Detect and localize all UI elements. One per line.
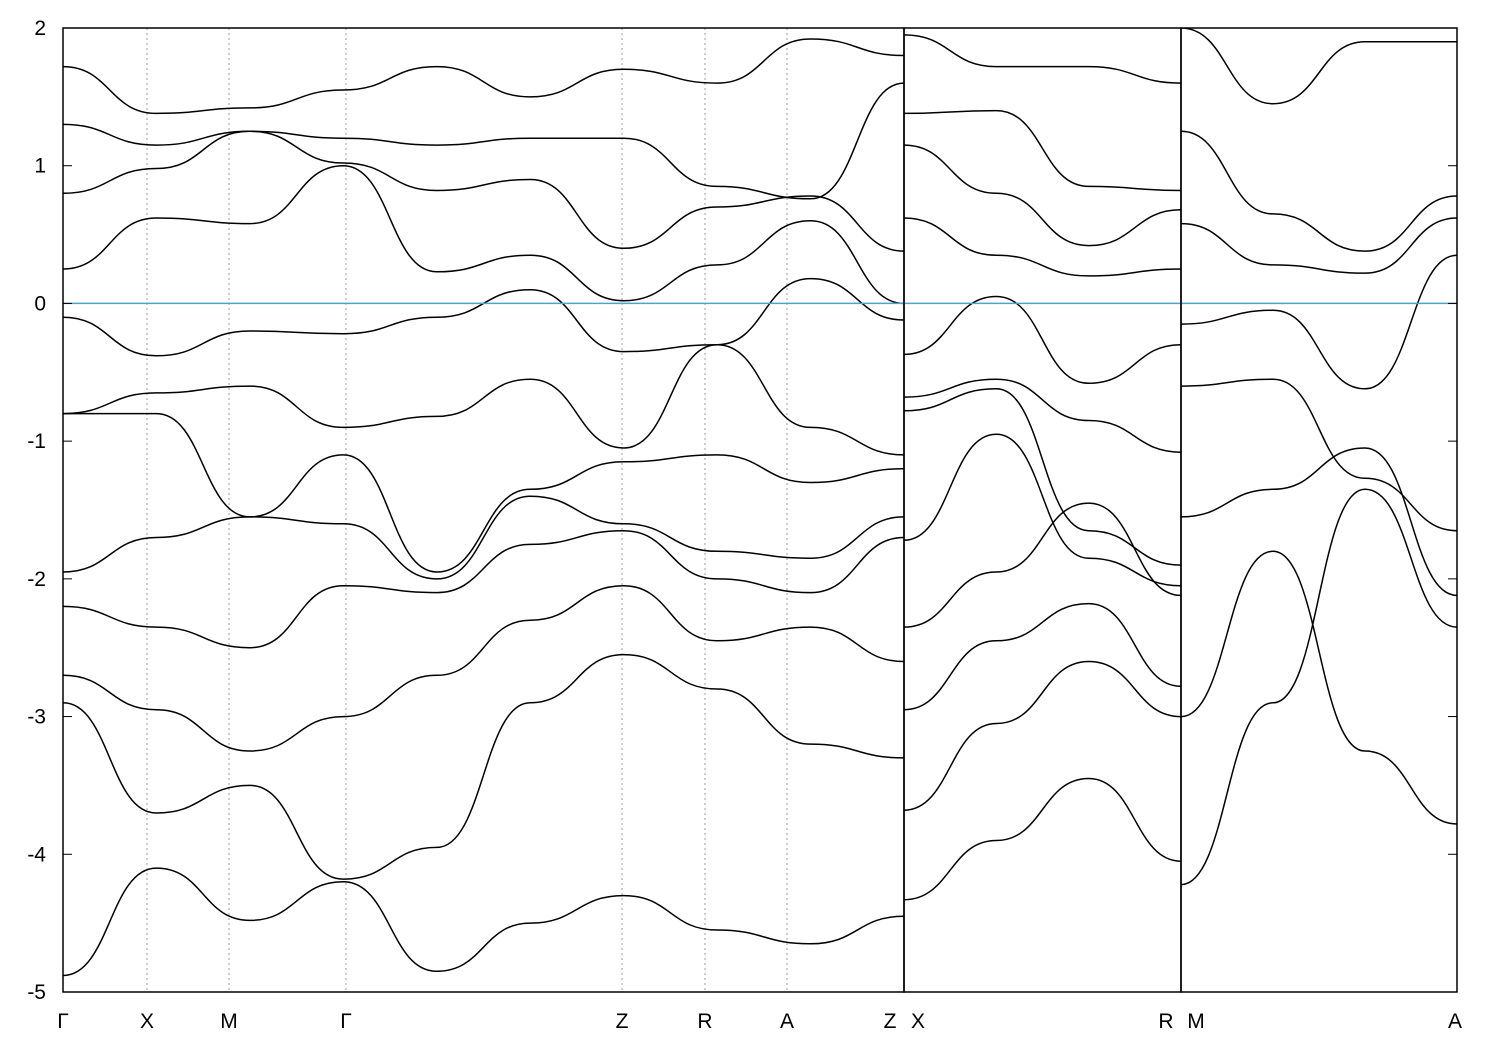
x-tick-label: M	[220, 1010, 238, 1033]
band-line	[1181, 217, 1457, 274]
band-line	[63, 412, 904, 573]
x-tick-label: R	[697, 1010, 712, 1033]
band-line	[904, 660, 1181, 811]
x-tick-label: Γ	[340, 1010, 352, 1033]
band-line	[1181, 378, 1457, 532]
x-tick-label: A	[780, 1010, 794, 1033]
y-tick-label: -3	[27, 706, 46, 729]
panel-frame	[62, 27, 905, 993]
x-tick-label: Γ	[57, 1010, 69, 1033]
y-tick-label: -5	[27, 981, 46, 1004]
band-line	[1181, 550, 1457, 825]
panel-frame	[903, 27, 1182, 993]
band-line	[63, 82, 904, 200]
x-tick-label: R	[1158, 1010, 1173, 1033]
panel-frames	[62, 27, 1458, 993]
x-tick-label: Z	[616, 1010, 629, 1033]
y-axis: 2 1 0 -1 -2 -3 -4 -5	[27, 17, 1457, 1004]
x-tick-label: Z	[884, 1010, 897, 1033]
band-line	[904, 777, 1181, 901]
band-line	[904, 217, 1181, 277]
band-line	[904, 433, 1181, 587]
x-tick-label: X	[911, 1010, 925, 1033]
band-line	[63, 164, 904, 305]
band-line	[1181, 488, 1457, 886]
y-tick-label: 1	[34, 155, 46, 178]
band-line	[63, 867, 904, 977]
band-line	[904, 378, 1181, 453]
y-tick-label: -1	[27, 430, 46, 453]
band-line	[63, 38, 904, 115]
band-line	[1181, 254, 1457, 390]
kpoint-markers	[146, 28, 788, 992]
band-line	[904, 388, 1181, 566]
band-line	[904, 109, 1181, 192]
band-line	[63, 653, 904, 880]
x-tick-label: A	[1448, 1010, 1462, 1033]
band-line	[63, 584, 904, 752]
band-line	[1181, 130, 1457, 252]
band-line	[63, 495, 904, 580]
band-line	[63, 277, 904, 357]
x-tick-label: X	[140, 1010, 154, 1033]
band-line	[63, 130, 904, 252]
panel-frame	[1180, 27, 1458, 993]
x-tick-label: M	[1187, 1010, 1205, 1033]
band-line	[904, 502, 1181, 628]
y-tick-label: 0	[34, 292, 46, 315]
band-line	[904, 144, 1181, 247]
band-lines	[63, 28, 1457, 977]
band-line	[63, 529, 904, 649]
band-line	[904, 602, 1181, 711]
y-tick-label: 2	[34, 17, 46, 40]
y-tick-label: -4	[27, 843, 46, 866]
band-line	[63, 343, 904, 456]
band-line	[904, 295, 1181, 385]
y-tick-label: -2	[27, 568, 46, 591]
band-line	[1181, 28, 1457, 105]
band-line	[904, 34, 1181, 84]
